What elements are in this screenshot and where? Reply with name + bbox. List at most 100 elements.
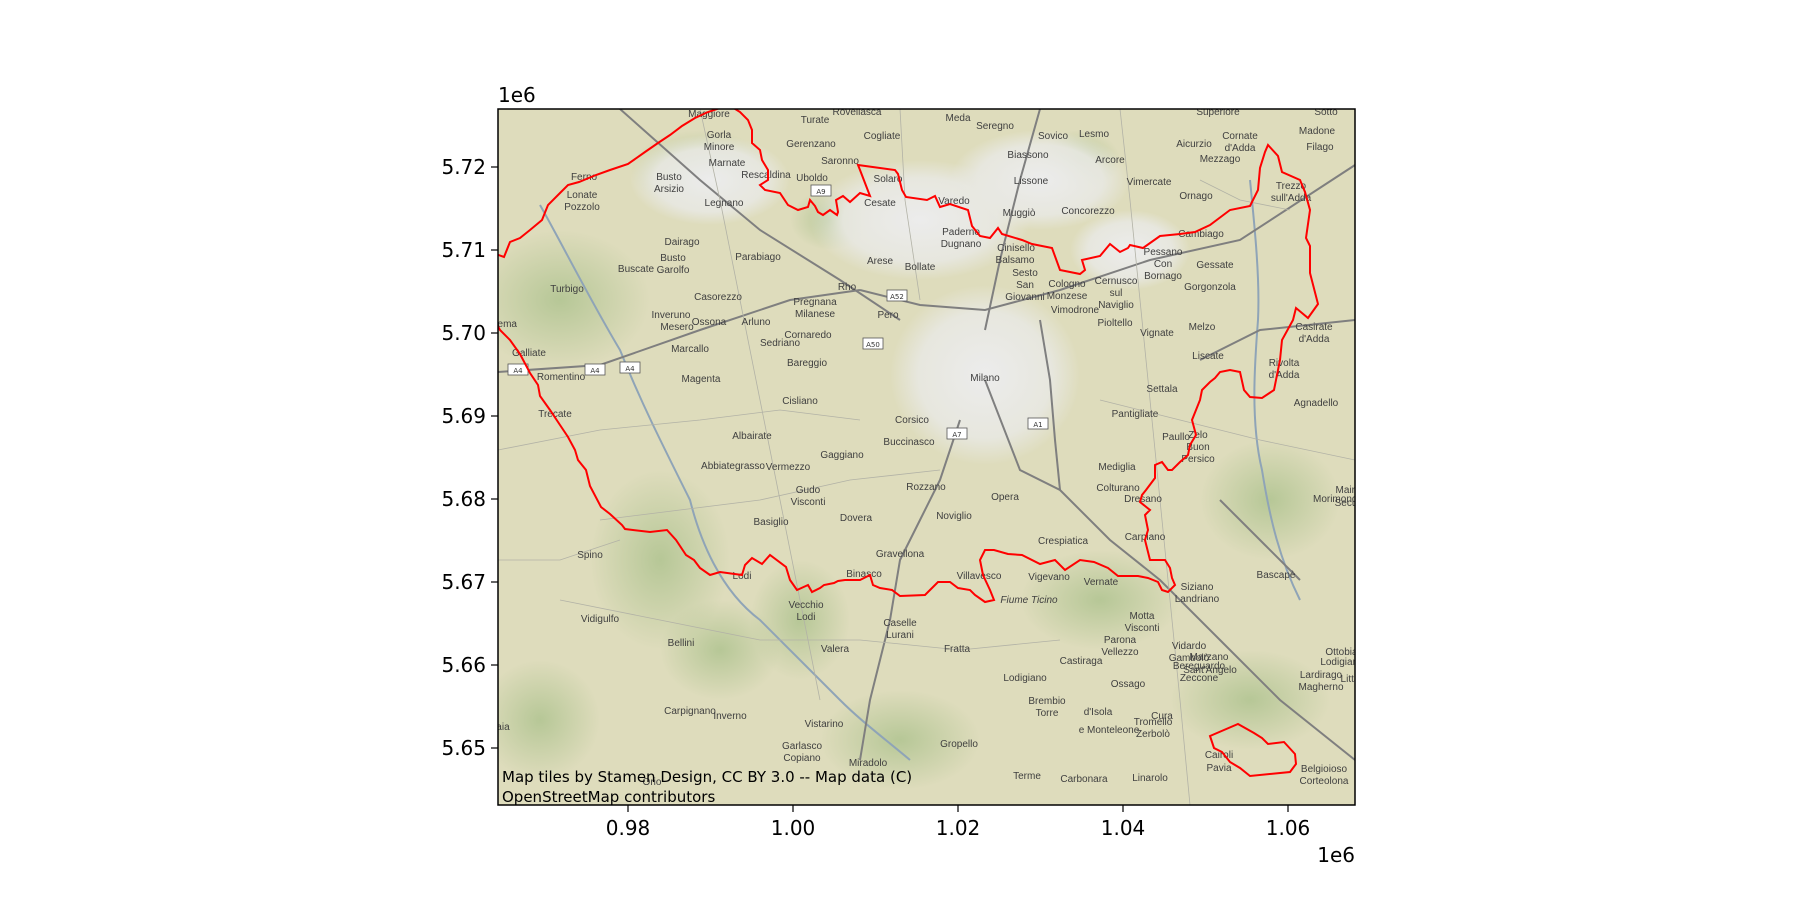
place-label: Saronno: [821, 156, 859, 167]
place-label: Bornago: [1144, 271, 1182, 282]
road-shield-label: A9: [816, 188, 825, 196]
roads-layer: [498, 109, 1355, 761]
y-axis: 5.72 5.71 5.70 5.69 5.68 5.67 5.66 5.65: [441, 155, 498, 760]
road-shield: A4: [619, 361, 641, 374]
place-label: Vecchio: [788, 600, 823, 611]
place-label: Zerbolò: [1136, 729, 1170, 740]
place-label: Marnate: [709, 158, 746, 169]
place-label: d'Isola: [1084, 707, 1113, 718]
place-label: Mediglia: [1098, 462, 1136, 473]
place-label: San: [1016, 280, 1034, 291]
place-label: Gravellona: [876, 549, 925, 560]
place-label: Aicurzio: [1176, 139, 1212, 150]
place-label: Legnano: [705, 198, 744, 209]
place-label: Torre: [1036, 708, 1059, 719]
place-label: Mezzago: [1200, 154, 1241, 165]
place-label: Corteolona: [1300, 776, 1349, 787]
road-shield: A7: [946, 427, 968, 440]
place-label: Pozzolo: [564, 202, 600, 213]
place-label: Binasco: [846, 569, 882, 580]
place-label: Bollate: [905, 262, 936, 273]
place-label: Cornaredo: [784, 330, 832, 341]
place-label: Ossona: [692, 317, 727, 328]
attribution: Map tiles by Stamen Design, CC BY 3.0 --…: [502, 768, 912, 805]
place-label: Inverno: [713, 711, 747, 722]
place-label: Maggiore: [688, 109, 730, 120]
y-tick-label: 5.68: [441, 487, 486, 511]
place-label: Lissone: [1014, 176, 1049, 187]
place-label: Parabiago: [735, 252, 781, 263]
place-label: Biassono: [1007, 150, 1049, 161]
place-label: Buon: [1186, 442, 1209, 453]
place-label: Corsico: [895, 415, 929, 426]
place-label: Gessate: [1196, 260, 1234, 271]
place-label: Busto: [660, 253, 686, 264]
place-label: Valera: [821, 644, 850, 655]
place-label: Persico: [1181, 454, 1215, 465]
x-tick-label: 0.98: [606, 816, 651, 840]
place-label: Inveruno: [652, 310, 691, 321]
place-label: Ferno: [571, 172, 598, 183]
place-label: Secu: [1335, 498, 1358, 509]
place-label: Gudo: [796, 485, 821, 496]
place-label: Rozzano: [906, 482, 946, 493]
place-label: Zeccone: [1180, 673, 1219, 684]
place-label: Correzzana: [1068, 101, 1120, 112]
place-label: Visconti: [1125, 623, 1160, 634]
place-label: e Monteleone: [1079, 725, 1140, 736]
place-label: Naviglio: [1098, 300, 1134, 311]
place-label: Vidigulfo: [581, 614, 620, 625]
place-label: Paderno: [942, 227, 980, 238]
place-label: Cisliano: [782, 396, 818, 407]
place-label: Pero: [877, 310, 899, 321]
place-label: Fiume Ticino: [1000, 595, 1058, 606]
exclave-boundary[interactable]: [1208, 722, 1298, 778]
place-label: Arluno: [742, 317, 771, 328]
place-label: Marzano: [1190, 652, 1229, 663]
place-label: Pregnana: [793, 297, 837, 308]
place-label: Buscate: [618, 264, 655, 275]
place-label: Sant'Angelo: [1183, 665, 1237, 676]
place-label: Parona: [1104, 635, 1137, 646]
province-boundary[interactable]: [477, 107, 1320, 604]
place-label: Muggiò: [1003, 208, 1036, 219]
road-shield: A1: [1027, 417, 1049, 430]
place-label: Cesate: [864, 198, 896, 209]
y-tick-label: 5.67: [441, 570, 486, 594]
place-label: Lardirago: [1300, 670, 1343, 681]
place-label: Pavia: [1206, 763, 1231, 774]
place-label: Dairago: [664, 237, 699, 248]
place-label: d'Adda: [1299, 334, 1330, 345]
y-tick-label: 5.72: [441, 155, 486, 179]
place-label: Caselle: [883, 618, 917, 629]
place-label: Carbonara: [1060, 774, 1108, 785]
place-label: Concorezzo: [1061, 206, 1115, 217]
ticino-river: [539, 179, 1301, 761]
road-shield-label: A4: [513, 367, 523, 375]
place-label: Madone: [1299, 126, 1336, 137]
place-label: Carpignano: [664, 706, 716, 717]
place-label: Magenta: [682, 374, 721, 385]
place-label: Cambiago: [1178, 229, 1224, 240]
y-tick-label: 5.66: [441, 653, 486, 677]
place-label: Crespiatica: [1038, 536, 1088, 547]
place-label: Lesmo: [1079, 129, 1109, 140]
road-shield-label: A7: [952, 431, 961, 439]
road-shield-label: A1: [1033, 421, 1042, 429]
place-label: Pantigliate: [1112, 409, 1159, 420]
x-tick-label: 1.00: [771, 816, 816, 840]
place-label: Meda: [945, 113, 970, 124]
place-label: Lonate: [567, 190, 598, 201]
y-tick-label: 5.70: [441, 321, 486, 345]
place-label: Vignate: [1140, 328, 1174, 339]
place-label: Rovellasca: [833, 107, 882, 118]
place-label: Maira: [1335, 485, 1360, 496]
place-label: Uboldo: [796, 173, 828, 184]
place-label: Visconti: [791, 497, 826, 508]
place-label: Balsamo: [996, 255, 1035, 266]
road-shield-label: A4: [590, 367, 600, 375]
place-label: Siziano: [1181, 582, 1214, 593]
place-label: Ossago: [1111, 679, 1146, 690]
